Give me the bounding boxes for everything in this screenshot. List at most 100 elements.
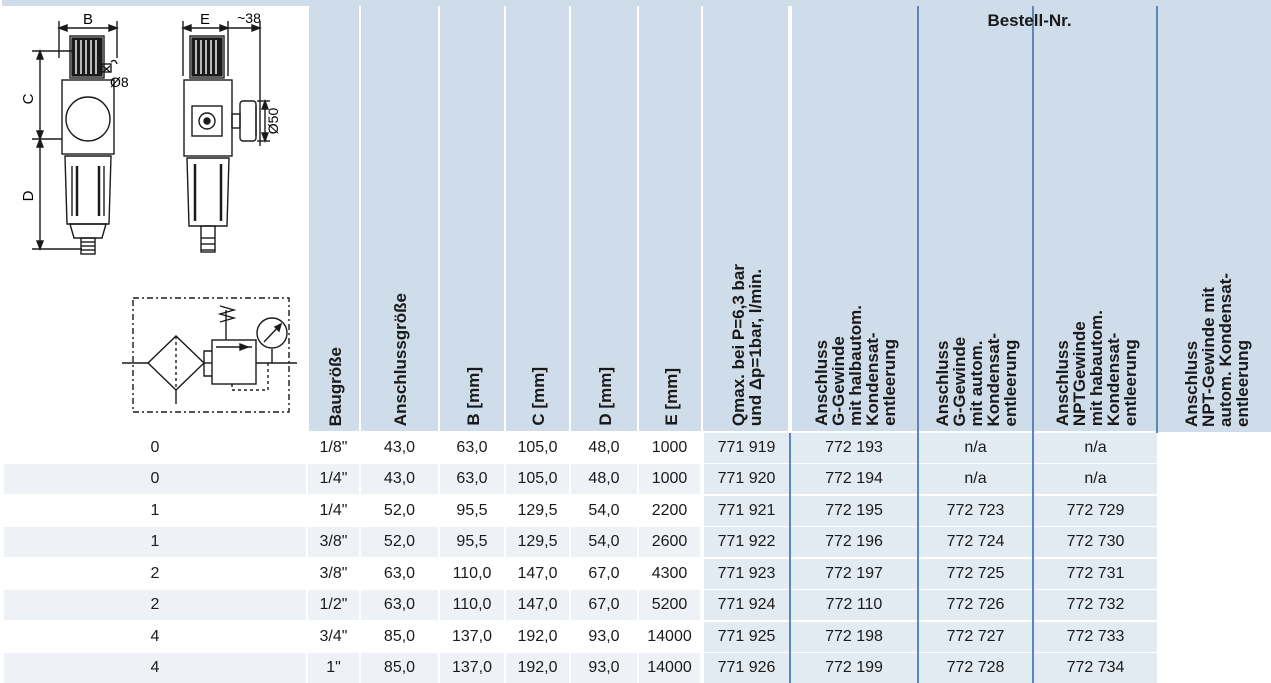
cell-o4: 772 733 <box>1033 621 1157 653</box>
cell-size: 0 <box>2 432 307 464</box>
header-b: B [mm] <box>439 3 505 432</box>
cell-size: 4 <box>2 621 307 653</box>
cell-o3: 772 725 <box>918 558 1033 590</box>
cell-q: 14000 <box>638 653 702 683</box>
front-view-drawing <box>32 21 117 254</box>
cell-d: 147,0 <box>505 590 570 622</box>
cell-port: 1/8" <box>307 432 360 464</box>
cell-o1: 771 921 <box>702 495 790 527</box>
product-illustration-cell: B C D Ø8 <box>2 3 307 432</box>
cell-c: 95,5 <box>439 495 505 527</box>
cell-port: 1" <box>307 653 360 683</box>
cell-e: 54,0 <box>570 495 638 527</box>
cell-o2: 772 193 <box>790 432 918 464</box>
cell-e: 67,0 <box>570 590 638 622</box>
cell-c: 63,0 <box>439 464 505 496</box>
cell-e: 48,0 <box>570 432 638 464</box>
dim-d50-label: Ø50 <box>265 108 281 135</box>
dim-c-label: C <box>20 93 37 104</box>
cell-o1: 771 919 <box>702 432 790 464</box>
cell-port: 1/2" <box>307 590 360 622</box>
cell-o2: 772 198 <box>790 621 918 653</box>
cell-size: 1 <box>2 527 307 559</box>
cell-c: 137,0 <box>439 621 505 653</box>
cell-o3: 772 724 <box>918 527 1033 559</box>
cell-port: 1/4" <box>307 464 360 496</box>
cell-b: 52,0 <box>360 495 439 527</box>
cell-q: 4300 <box>638 558 702 590</box>
cell-d: 105,0 <box>505 464 570 496</box>
cell-o4: n/a <box>1033 464 1157 496</box>
cell-o2: 772 199 <box>790 653 918 683</box>
cell-c: 110,0 <box>439 558 505 590</box>
cell-o1: 771 922 <box>702 527 790 559</box>
cell-o4: 772 730 <box>1033 527 1157 559</box>
cell-b: 85,0 <box>360 653 439 683</box>
cell-port: 3/8" <box>307 527 360 559</box>
cell-o1: 771 923 <box>702 558 790 590</box>
dim-d8-label: Ø8 <box>110 74 129 90</box>
cell-d: 129,5 <box>505 527 570 559</box>
header-order-g-half: Anschluss G-Gewinde mit halbautom. Konde… <box>790 3 918 432</box>
cell-d: 105,0 <box>505 432 570 464</box>
spec-sheet: B C D Ø8 <box>0 0 1271 505</box>
cell-q: 14000 <box>638 621 702 653</box>
cell-e: 93,0 <box>570 621 638 653</box>
cell-d: 192,0 <box>505 653 570 683</box>
cell-b: 63,0 <box>360 558 439 590</box>
dim-d-label: D <box>20 190 37 201</box>
cell-q: 2200 <box>638 495 702 527</box>
cell-size: 0 <box>2 464 307 496</box>
cell-port: 3/8" <box>307 558 360 590</box>
cell-b: 52,0 <box>360 527 439 559</box>
cell-o2: 772 196 <box>790 527 918 559</box>
cell-o4: 772 729 <box>1033 495 1157 527</box>
cell-e: 93,0 <box>570 653 638 683</box>
cell-o4: 772 734 <box>1033 653 1157 683</box>
cell-o1: 771 920 <box>702 464 790 496</box>
header-qmax: Qmax. bei P=6,3 bar und Δp=1bar, l/min. <box>702 3 790 432</box>
cell-o4: 772 732 <box>1033 590 1157 622</box>
cell-o3: 772 723 <box>918 495 1033 527</box>
header-anschlussgroesse: Anschlussgröße <box>360 3 439 432</box>
cell-o1: 771 926 <box>702 653 790 683</box>
cell-c: 63,0 <box>439 432 505 464</box>
cell-b: 85,0 <box>360 621 439 653</box>
cell-o4: 772 731 <box>1033 558 1157 590</box>
cell-o1: 771 924 <box>702 590 790 622</box>
cell-o3: 772 726 <box>918 590 1033 622</box>
header-row: B C D Ø8 <box>2 3 1271 432</box>
header-order-npt-half: Anschluss NPTGewinde mit habautom. Konde… <box>1033 3 1157 432</box>
bestell-nr-heading: Bestell-Nr. <box>788 6 1271 36</box>
cell-d: 129,5 <box>505 495 570 527</box>
product-drawing: B C D Ø8 <box>2 6 307 426</box>
dim-b-label: B <box>83 11 93 28</box>
header-d: D [mm] <box>570 3 638 432</box>
cell-e: 67,0 <box>570 558 638 590</box>
cell-d: 192,0 <box>505 621 570 653</box>
pneumatic-symbol <box>122 298 297 412</box>
cell-size: 4 <box>2 653 307 683</box>
cell-e: 54,0 <box>570 527 638 559</box>
cell-q: 2600 <box>638 527 702 559</box>
cell-o3: n/a <box>918 432 1033 464</box>
cell-size: 1 <box>2 495 307 527</box>
cell-q: 5200 <box>638 590 702 622</box>
cell-c: 137,0 <box>439 653 505 683</box>
header-c: C [mm] <box>505 3 570 432</box>
cell-d: 147,0 <box>505 558 570 590</box>
cell-port: 3/4" <box>307 621 360 653</box>
cell-q: 1000 <box>638 464 702 496</box>
cell-b: 63,0 <box>360 590 439 622</box>
cell-b: 43,0 <box>360 432 439 464</box>
cell-b: 43,0 <box>360 464 439 496</box>
cell-o2: 772 194 <box>790 464 918 496</box>
